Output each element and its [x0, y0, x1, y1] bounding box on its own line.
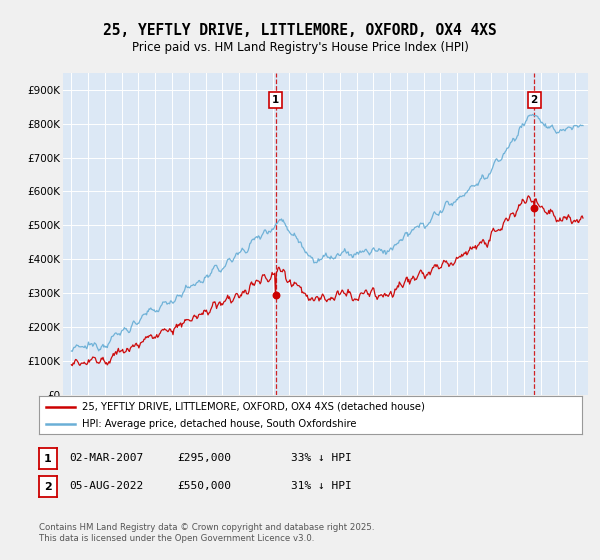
- Text: 25, YEFTLY DRIVE, LITTLEMORE, OXFORD, OX4 4XS: 25, YEFTLY DRIVE, LITTLEMORE, OXFORD, OX…: [103, 23, 497, 38]
- Text: HPI: Average price, detached house, South Oxfordshire: HPI: Average price, detached house, Sout…: [82, 419, 357, 429]
- Text: 1: 1: [272, 95, 279, 105]
- Text: 2: 2: [44, 482, 52, 492]
- Text: 2: 2: [530, 95, 538, 105]
- Text: 25, YEFTLY DRIVE, LITTLEMORE, OXFORD, OX4 4XS (detached house): 25, YEFTLY DRIVE, LITTLEMORE, OXFORD, OX…: [82, 402, 425, 412]
- Text: 31% ↓ HPI: 31% ↓ HPI: [291, 480, 352, 491]
- Text: 1: 1: [44, 454, 52, 464]
- Text: 05-AUG-2022: 05-AUG-2022: [69, 480, 143, 491]
- Point: [271, 290, 280, 299]
- Text: £295,000: £295,000: [177, 452, 231, 463]
- Text: Price paid vs. HM Land Registry's House Price Index (HPI): Price paid vs. HM Land Registry's House …: [131, 40, 469, 54]
- Point: [529, 204, 539, 213]
- Text: Contains HM Land Registry data © Crown copyright and database right 2025.
This d: Contains HM Land Registry data © Crown c…: [39, 524, 374, 543]
- Text: 02-MAR-2007: 02-MAR-2007: [69, 452, 143, 463]
- Text: £550,000: £550,000: [177, 480, 231, 491]
- Text: 33% ↓ HPI: 33% ↓ HPI: [291, 452, 352, 463]
